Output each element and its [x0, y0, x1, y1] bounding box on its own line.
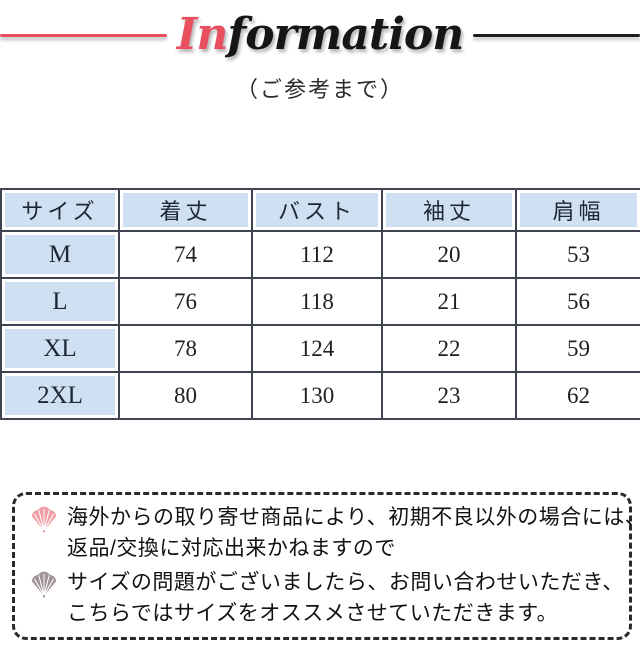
table-row-2xl: 2XL 80 130 23 62 [0, 371, 640, 420]
size-cell: XL [0, 324, 120, 373]
note-line: こちらではサイズをオススメさせていただきます。 [67, 602, 559, 625]
size-table-header-row: サイズ 着丈 バスト 袖丈 肩幅 [0, 188, 640, 232]
size-table: サイズ 着丈 バスト 袖丈 肩幅 M 74 112 20 53 L 76 118… [0, 188, 640, 420]
page-title: Information [177, 13, 464, 57]
col-header-bust: バスト [251, 188, 383, 232]
value-cell: 76 [118, 277, 253, 326]
col-header-shoulder: 肩幅 [515, 188, 640, 232]
value-cell: 118 [251, 277, 383, 326]
size-cell: L [0, 277, 120, 326]
value-cell: 78 [118, 324, 253, 373]
note-line: 海外からの取り寄せ商品により、初期不良以外の場合には、 [67, 506, 640, 529]
folding-fan-icon [31, 506, 57, 534]
col-header-size: サイズ [0, 188, 120, 232]
subtitle: （ご参考まで） [235, 78, 404, 103]
product-info-page: Information （ご参考まで） サイズ 着丈 バスト 袖丈 肩幅 M 7… [0, 8, 640, 648]
title-line-left [0, 33, 167, 37]
notes-box: 海外からの取り寄せ商品により、初期不良以外の場合には、 返品/交換に対応出来かね… [12, 492, 640, 640]
col-header-length: 着丈 [118, 188, 253, 232]
value-cell: 21 [381, 277, 517, 326]
value-cell: 112 [251, 230, 383, 279]
value-cell: 80 [118, 371, 253, 420]
value-cell: 74 [118, 230, 253, 279]
folding-fan-icon [31, 571, 57, 599]
note-item-sizing: サイズの問題がございましたら、お問い合わせいただき、 こちらではサイズをオススメ… [25, 567, 623, 629]
size-cell: M [0, 230, 120, 279]
table-row-l: L 76 118 21 56 [0, 277, 640, 326]
note-line: 返品/交換に対応出来かねますので [67, 537, 396, 560]
title-line-right [473, 33, 640, 37]
value-cell: 53 [515, 230, 640, 279]
value-cell: 59 [515, 324, 640, 373]
value-cell: 23 [381, 371, 517, 420]
size-cell: 2XL [0, 371, 120, 420]
title-accent: In [176, 9, 229, 60]
value-cell: 22 [381, 324, 517, 373]
col-header-sleeve: 袖丈 [381, 188, 517, 232]
note-text: 海外からの取り寄せ商品により、初期不良以外の場合には、 返品/交換に対応出来かね… [67, 502, 640, 564]
title-rest: formation [227, 9, 464, 60]
note-text: サイズの問題がございましたら、お問い合わせいただき、 こちらではサイズをオススメ… [67, 567, 624, 629]
header: Information [0, 8, 640, 62]
note-line: サイズの問題がございましたら、お問い合わせいただき、 [67, 571, 624, 594]
value-cell: 20 [381, 230, 517, 279]
table-row-m: M 74 112 20 53 [0, 230, 640, 279]
note-item-returns: 海外からの取り寄せ商品により、初期不良以外の場合には、 返品/交換に対応出来かね… [25, 502, 640, 564]
value-cell: 62 [515, 371, 640, 420]
table-row-xl: XL 78 124 22 59 [0, 324, 640, 373]
value-cell: 124 [251, 324, 383, 373]
value-cell: 130 [251, 371, 383, 420]
value-cell: 56 [515, 277, 640, 326]
